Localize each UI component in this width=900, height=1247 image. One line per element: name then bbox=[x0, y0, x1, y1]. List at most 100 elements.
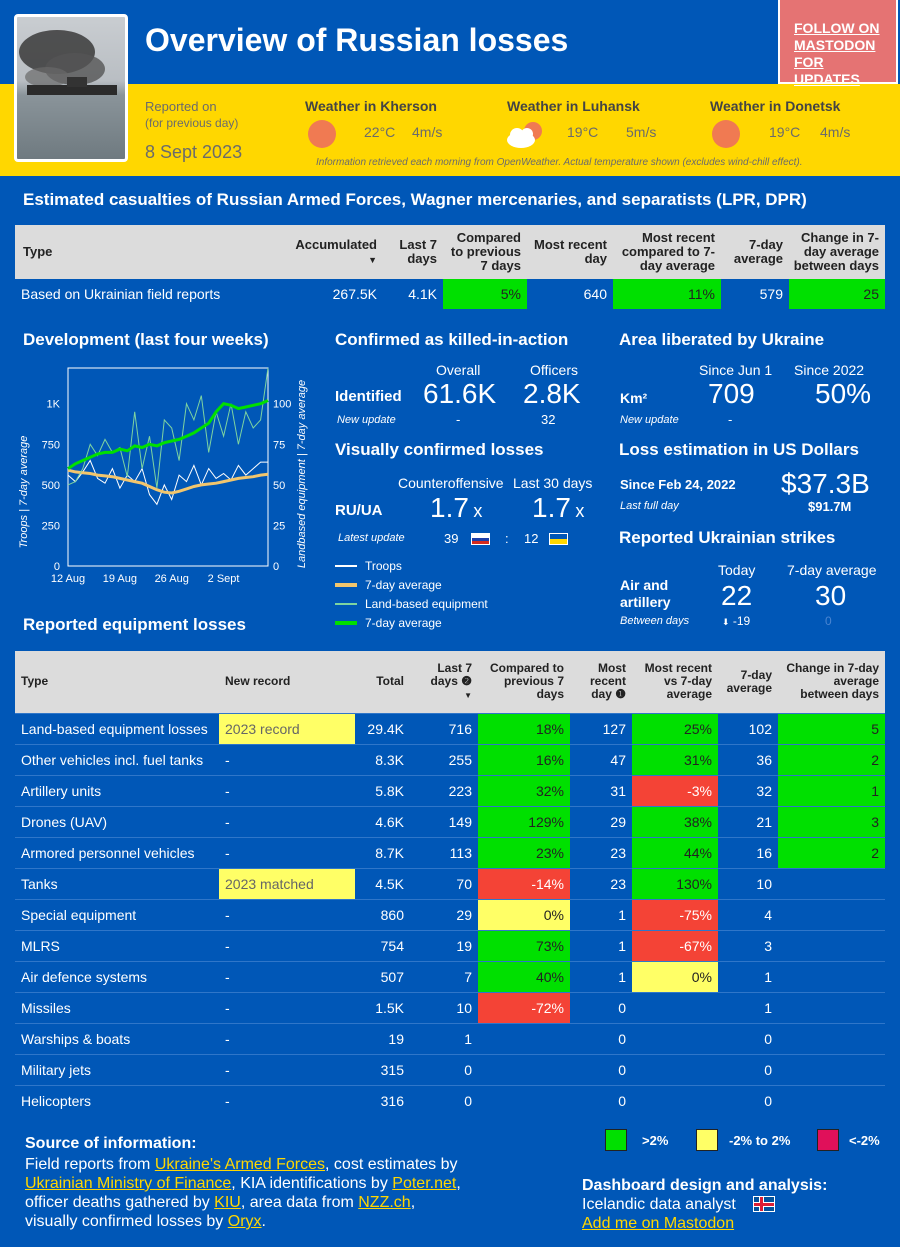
row-compared: 16% bbox=[478, 743, 570, 775]
link-oryx[interactable]: Oryx bbox=[227, 1213, 262, 1230]
header-bar bbox=[0, 0, 900, 84]
th-recent[interactable]: Most recent day ❶ bbox=[570, 651, 632, 713]
visual-counter-x: x bbox=[473, 501, 483, 521]
th-recent-vs: Most recent compared to 7-day average bbox=[613, 225, 721, 279]
follow-mastodon-link[interactable]: FOLLOW ON MASTODON FOR UPDATES bbox=[778, 0, 898, 87]
chart-legend: Troops 7-day average Land-based equipmen… bbox=[335, 556, 488, 632]
row-change: 2 bbox=[778, 836, 885, 868]
row-recent-vs: -3% bbox=[632, 774, 718, 806]
th-type: Type bbox=[15, 651, 219, 713]
th-new-record: New record bbox=[219, 651, 355, 713]
th-last7[interactable]: Last 7 days ❷ ▼ bbox=[410, 651, 478, 713]
table-row: Armored personnel vehicles -8.7K 113 23% 23 4… bbox=[15, 836, 885, 868]
sun-icon bbox=[712, 120, 740, 148]
row-recent-vs: 0% bbox=[632, 960, 718, 992]
right-tick-label: 0 bbox=[273, 561, 279, 573]
link-armed-forces[interactable]: Ukraine's Armed Forces bbox=[154, 1156, 326, 1173]
legend-troops: Troops bbox=[335, 556, 488, 575]
row-change bbox=[778, 960, 885, 992]
left-axis-label: Troops | 7-day average bbox=[18, 436, 30, 549]
row-change bbox=[778, 991, 885, 1023]
row-record: - bbox=[219, 743, 355, 775]
legend-green-label: >2% bbox=[642, 1133, 669, 1148]
link-kiu[interactable]: KIU bbox=[214, 1194, 241, 1211]
row-record: - bbox=[219, 960, 355, 992]
strikes-avg-change: 0 bbox=[825, 614, 832, 628]
row-type: Military jets bbox=[15, 1053, 219, 1085]
area-title: Area liberated by Ukraine bbox=[619, 330, 825, 349]
row-type: Warships & boats bbox=[15, 1022, 219, 1054]
row-avg: 579 bbox=[759, 286, 783, 302]
visual-last30-header: Last 30 days bbox=[513, 475, 593, 491]
row-type: Other vehicles incl. fuel tanks bbox=[15, 743, 219, 775]
casualties-table: Type Accumulated ▼ Last 7 days Compared t… bbox=[15, 225, 885, 309]
sun-icon bbox=[308, 120, 336, 148]
row-type: Based on Ukrainian field reports bbox=[21, 286, 221, 302]
row-record: - bbox=[219, 1022, 355, 1054]
table-row: Military jets -315 0 0 0 bbox=[15, 1053, 885, 1085]
analyst-text: Icelandic data analyst bbox=[582, 1196, 736, 1213]
row-last7: 255 bbox=[410, 743, 478, 775]
row-recent: 31 bbox=[570, 774, 632, 806]
th-type: Type bbox=[15, 225, 265, 279]
th-avg: 7-day average bbox=[721, 225, 789, 279]
row-compared: 23% bbox=[478, 836, 570, 868]
weather-note: Information retrieved each morning from … bbox=[316, 157, 803, 168]
right-tick-label: 100 bbox=[273, 399, 291, 411]
row-change: 5 bbox=[778, 712, 885, 744]
legend-yellow-swatch bbox=[696, 1129, 718, 1151]
table-row: MLRS -754 19 73% 1 -67% 3 bbox=[15, 929, 885, 961]
strikes-today: 22 bbox=[721, 580, 753, 611]
kia-new-update-label: New update bbox=[337, 414, 396, 426]
row-avg: 36 bbox=[718, 743, 778, 775]
row-change: 3 bbox=[778, 805, 885, 837]
equipment-table: Type New record Total Last 7 days ❷ ▼ Com… bbox=[15, 651, 885, 1116]
source-text: Field reports from Ukraine's Armed Force… bbox=[25, 1156, 461, 1230]
visual-ua-count: 12 bbox=[524, 531, 539, 546]
row-change bbox=[778, 898, 885, 930]
row-recent: 0 bbox=[570, 1084, 632, 1116]
row-total: 29.4K bbox=[355, 712, 410, 744]
visual-counter-header: Counteroffensive bbox=[398, 475, 504, 491]
row-recent: 0 bbox=[570, 1053, 632, 1085]
legend-troops-avg: 7-day average bbox=[335, 575, 488, 594]
strikes-label: Air and artillery bbox=[620, 577, 671, 610]
sort-down-icon: ▼ bbox=[464, 690, 472, 700]
row-compared: 18% bbox=[478, 712, 570, 744]
reported-on-label: Reported on bbox=[145, 99, 217, 114]
mastodon-link[interactable]: Add me on Mastodon bbox=[582, 1215, 735, 1232]
series-line-2 bbox=[67, 367, 269, 489]
row-recent-vs: 11% bbox=[613, 279, 721, 309]
row-recent: 47 bbox=[570, 743, 632, 775]
th-accumulated[interactable]: Accumulated ▼ bbox=[265, 225, 383, 279]
row-total: 315 bbox=[355, 1053, 410, 1085]
row-last7: 716 bbox=[410, 712, 478, 744]
table-row: Tanks 2023 matched 4.5K 70 -14% 23 130% 10 bbox=[15, 867, 885, 899]
row-last7: 70 bbox=[410, 867, 478, 899]
series-line-3 bbox=[67, 399, 269, 470]
row-recent-vs: 130% bbox=[632, 867, 718, 899]
usd-title: Loss estimation in US Dollars bbox=[619, 440, 859, 459]
th-change: Change in 7-day average between days bbox=[778, 651, 885, 713]
row-avg: 1 bbox=[718, 960, 778, 992]
legend-yellow-label: -2% to 2% bbox=[729, 1133, 791, 1148]
link-nzz[interactable]: NZZ.ch bbox=[358, 1194, 411, 1211]
row-recent: 1 bbox=[570, 929, 632, 961]
row-change bbox=[778, 929, 885, 961]
row-total: 4.5K bbox=[355, 867, 410, 899]
row-total: 1.5K bbox=[355, 991, 410, 1023]
link-poter[interactable]: Poter.net bbox=[392, 1175, 457, 1192]
area-new-update-label: New update bbox=[620, 414, 679, 426]
row-recent: 640 bbox=[583, 286, 607, 302]
weather-kherson-title: Weather in Kherson bbox=[305, 98, 437, 114]
usd-since: Since Feb 24, 2022 bbox=[620, 477, 736, 492]
link-ministry[interactable]: Ukrainian Ministry of Finance bbox=[25, 1175, 232, 1192]
row-compared: -72% bbox=[478, 991, 570, 1023]
row-change: 1 bbox=[778, 774, 885, 806]
weather-luhansk-wind: 5m/s bbox=[626, 124, 657, 140]
left-tick-label: 250 bbox=[42, 520, 60, 532]
th-change: Change in 7-day average between days bbox=[789, 225, 885, 279]
sort-down-icon: ▼ bbox=[368, 254, 377, 265]
row-total: 8.7K bbox=[355, 836, 410, 868]
left-tick-label: 750 bbox=[42, 439, 60, 451]
